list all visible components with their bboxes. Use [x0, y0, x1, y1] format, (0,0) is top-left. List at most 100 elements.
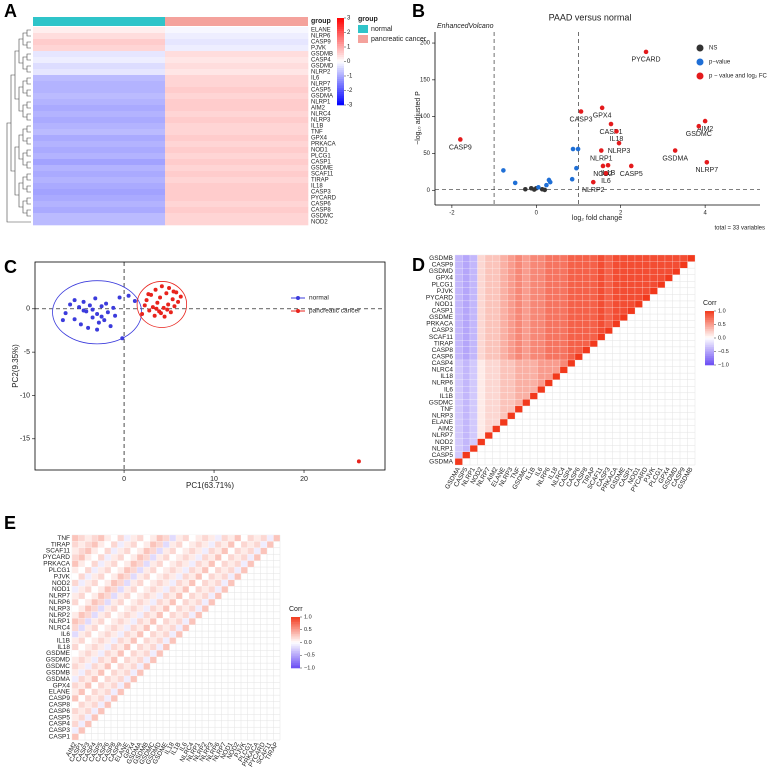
corr-cell — [574, 281, 583, 288]
corr-cell — [627, 287, 636, 295]
corr-cell — [123, 598, 131, 606]
heat-cell — [165, 129, 309, 136]
point — [547, 179, 553, 185]
corr-cell — [78, 675, 86, 683]
corr-cell — [507, 399, 516, 407]
heat-cell — [33, 57, 166, 64]
corr-cell — [582, 346, 591, 354]
corr-cell — [589, 281, 598, 288]
corr-cell — [221, 579, 229, 587]
legend-label: p − value and log₂ FC — [709, 74, 768, 80]
corr-cell — [71, 579, 79, 587]
row-label: NOD1 — [52, 586, 70, 593]
corr-cell — [149, 592, 157, 600]
corr-cell — [454, 340, 463, 347]
corr-cell — [110, 630, 118, 638]
corr-cell — [574, 254, 583, 262]
point — [171, 289, 176, 294]
corr-cell — [492, 294, 501, 302]
corr-cell — [462, 399, 471, 407]
corr-cell — [514, 254, 523, 262]
corr-cell — [492, 425, 501, 433]
corr-cell — [597, 313, 606, 321]
colorbar-slice — [291, 645, 300, 648]
corr-cell — [110, 554, 118, 561]
corr-cell — [537, 313, 546, 321]
corr-cell — [91, 695, 99, 702]
corr-cell — [182, 605, 190, 612]
corr-cell — [136, 637, 144, 645]
corr-cell — [195, 541, 203, 548]
corr-cell — [71, 714, 79, 721]
row-label: CASP3 — [49, 727, 71, 734]
corr-cell — [567, 359, 576, 367]
corr-cell — [188, 573, 196, 580]
corr-cell — [84, 630, 92, 638]
heat-cell — [165, 171, 309, 178]
heat-cell — [165, 183, 309, 190]
colorbar-slice — [291, 659, 300, 662]
legend-title: Corr — [703, 300, 717, 307]
row-label: CASP1 — [432, 308, 454, 315]
corr-cell — [454, 379, 463, 387]
corr-cell — [175, 554, 183, 561]
corr-cell — [567, 268, 576, 275]
heat-cell — [165, 201, 309, 208]
corr-cell — [123, 663, 131, 670]
corr-cell — [507, 340, 516, 347]
corr-cell — [162, 630, 170, 638]
corr-cell — [84, 566, 92, 574]
corr-cell — [195, 566, 203, 574]
corr-cell — [462, 451, 471, 459]
corr-cell — [589, 287, 598, 295]
row-label: CASP3 — [432, 327, 454, 334]
corr-cell — [136, 598, 144, 606]
corr-cell — [552, 340, 561, 347]
colorbar-slice — [337, 81, 344, 84]
corr-cell — [214, 566, 222, 574]
corr-cell — [175, 534, 183, 542]
corr-cell — [574, 287, 583, 295]
corr-cell — [657, 281, 666, 288]
point — [542, 187, 548, 193]
corr-cell — [104, 618, 112, 625]
corr-cell — [253, 547, 261, 555]
heat-cell — [33, 87, 166, 94]
corr-cell — [522, 353, 531, 361]
corr-cell — [273, 534, 281, 542]
corr-cell — [169, 541, 177, 548]
corr-cell — [477, 425, 486, 433]
corr-cell — [188, 560, 196, 568]
corr-cell — [642, 268, 651, 275]
corr-cell — [492, 418, 501, 426]
corr-cell — [552, 373, 561, 380]
corr-cell — [221, 534, 229, 542]
corr-cell — [260, 541, 268, 548]
corr-cell — [462, 300, 471, 308]
corr-cell — [499, 274, 508, 282]
corr-cell — [104, 554, 112, 561]
corr-cell — [84, 669, 92, 677]
corr-cell — [522, 333, 531, 341]
corr-cell — [104, 566, 112, 574]
corr-cell — [537, 373, 546, 380]
corr-cell — [507, 313, 516, 321]
corr-cell — [123, 618, 131, 625]
corr-cell — [149, 560, 157, 568]
corr-cell — [514, 268, 523, 275]
corr-cell — [462, 353, 471, 361]
corr-cell — [91, 618, 99, 625]
colorbar-slice — [337, 89, 344, 93]
row-label: NOD1 — [435, 301, 453, 308]
corr-cell — [499, 307, 508, 315]
corr-cell — [507, 300, 516, 308]
corr-cell — [454, 366, 463, 374]
colorbar-slice — [705, 343, 714, 346]
corr-cell — [589, 261, 598, 269]
corr-cell — [71, 695, 79, 702]
corr-cell — [544, 379, 553, 387]
row-label: PYCARD — [43, 554, 70, 561]
corr-cell — [78, 624, 86, 632]
colorbar-slice — [337, 83, 344, 86]
